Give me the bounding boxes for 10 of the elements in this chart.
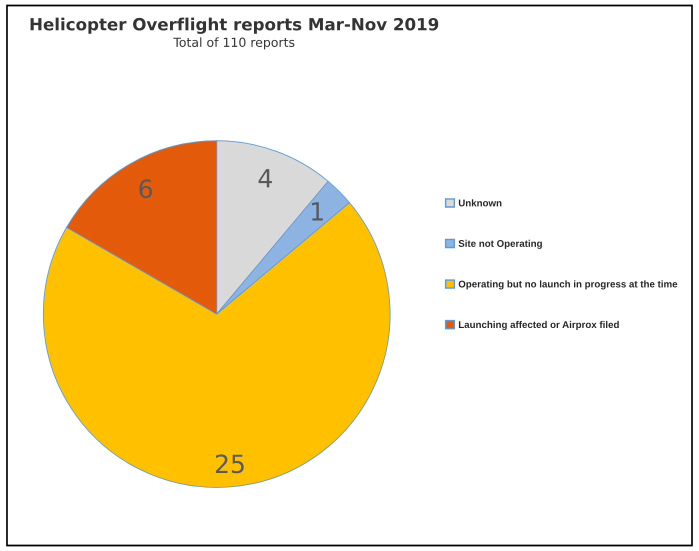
data-label: 1 xyxy=(312,202,323,220)
legend-label: Site not Operating xyxy=(458,240,542,249)
chart-title: Helicopter Overflight reports Mar-Nov 2019 xyxy=(30,18,438,34)
legend-label: Unknown xyxy=(458,199,502,206)
legend-label: Launching affected or Airprox filed xyxy=(458,320,619,330)
data-label: 25 xyxy=(216,454,244,474)
chart-subtitle: Total of 110 reports xyxy=(173,37,294,50)
legend-label: Operating but no launch in progress at the time xyxy=(458,280,678,290)
data-label: 4 xyxy=(258,169,272,188)
data-label: 6 xyxy=(139,179,152,198)
